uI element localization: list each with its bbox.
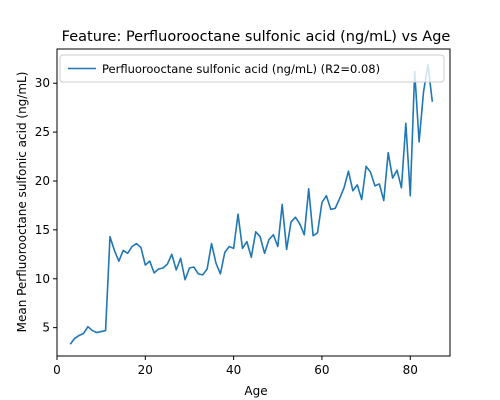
x-tick-label: 20 <box>138 363 153 377</box>
y-tick-label: 5 <box>42 321 50 335</box>
ticks-layer: 0 20 40 60 80 5 10 15 20 25 30 <box>35 76 418 377</box>
plot-layer <box>69 63 434 345</box>
x-tick-label: 40 <box>226 363 241 377</box>
y-tick-label: 25 <box>35 125 50 139</box>
x-axis-title: Age <box>244 384 267 398</box>
x-tick-label: 60 <box>314 363 329 377</box>
x-tick-label: 0 <box>53 363 61 377</box>
chart-title: Feature: Perfluorooctane sulfonic acid (… <box>62 29 451 45</box>
legend: Perfluorooctane sulfonic acid (ng/mL) (R… <box>59 54 445 83</box>
plot-frame <box>56 48 451 357</box>
y-axis-title: Mean Perfluorooctane sulfonic acid (ng/m… <box>15 72 29 333</box>
y-tick-label: 15 <box>35 223 50 237</box>
series-line-0 <box>69 63 434 345</box>
y-tick-label: 20 <box>35 174 50 188</box>
y-tick-label: 30 <box>35 76 50 90</box>
legend-box <box>59 54 445 83</box>
legend-label: Perfluorooctane sulfonic acid (ng/mL) (R… <box>102 62 380 76</box>
x-tick-label: 80 <box>403 363 418 377</box>
y-tick-label: 10 <box>35 272 50 286</box>
